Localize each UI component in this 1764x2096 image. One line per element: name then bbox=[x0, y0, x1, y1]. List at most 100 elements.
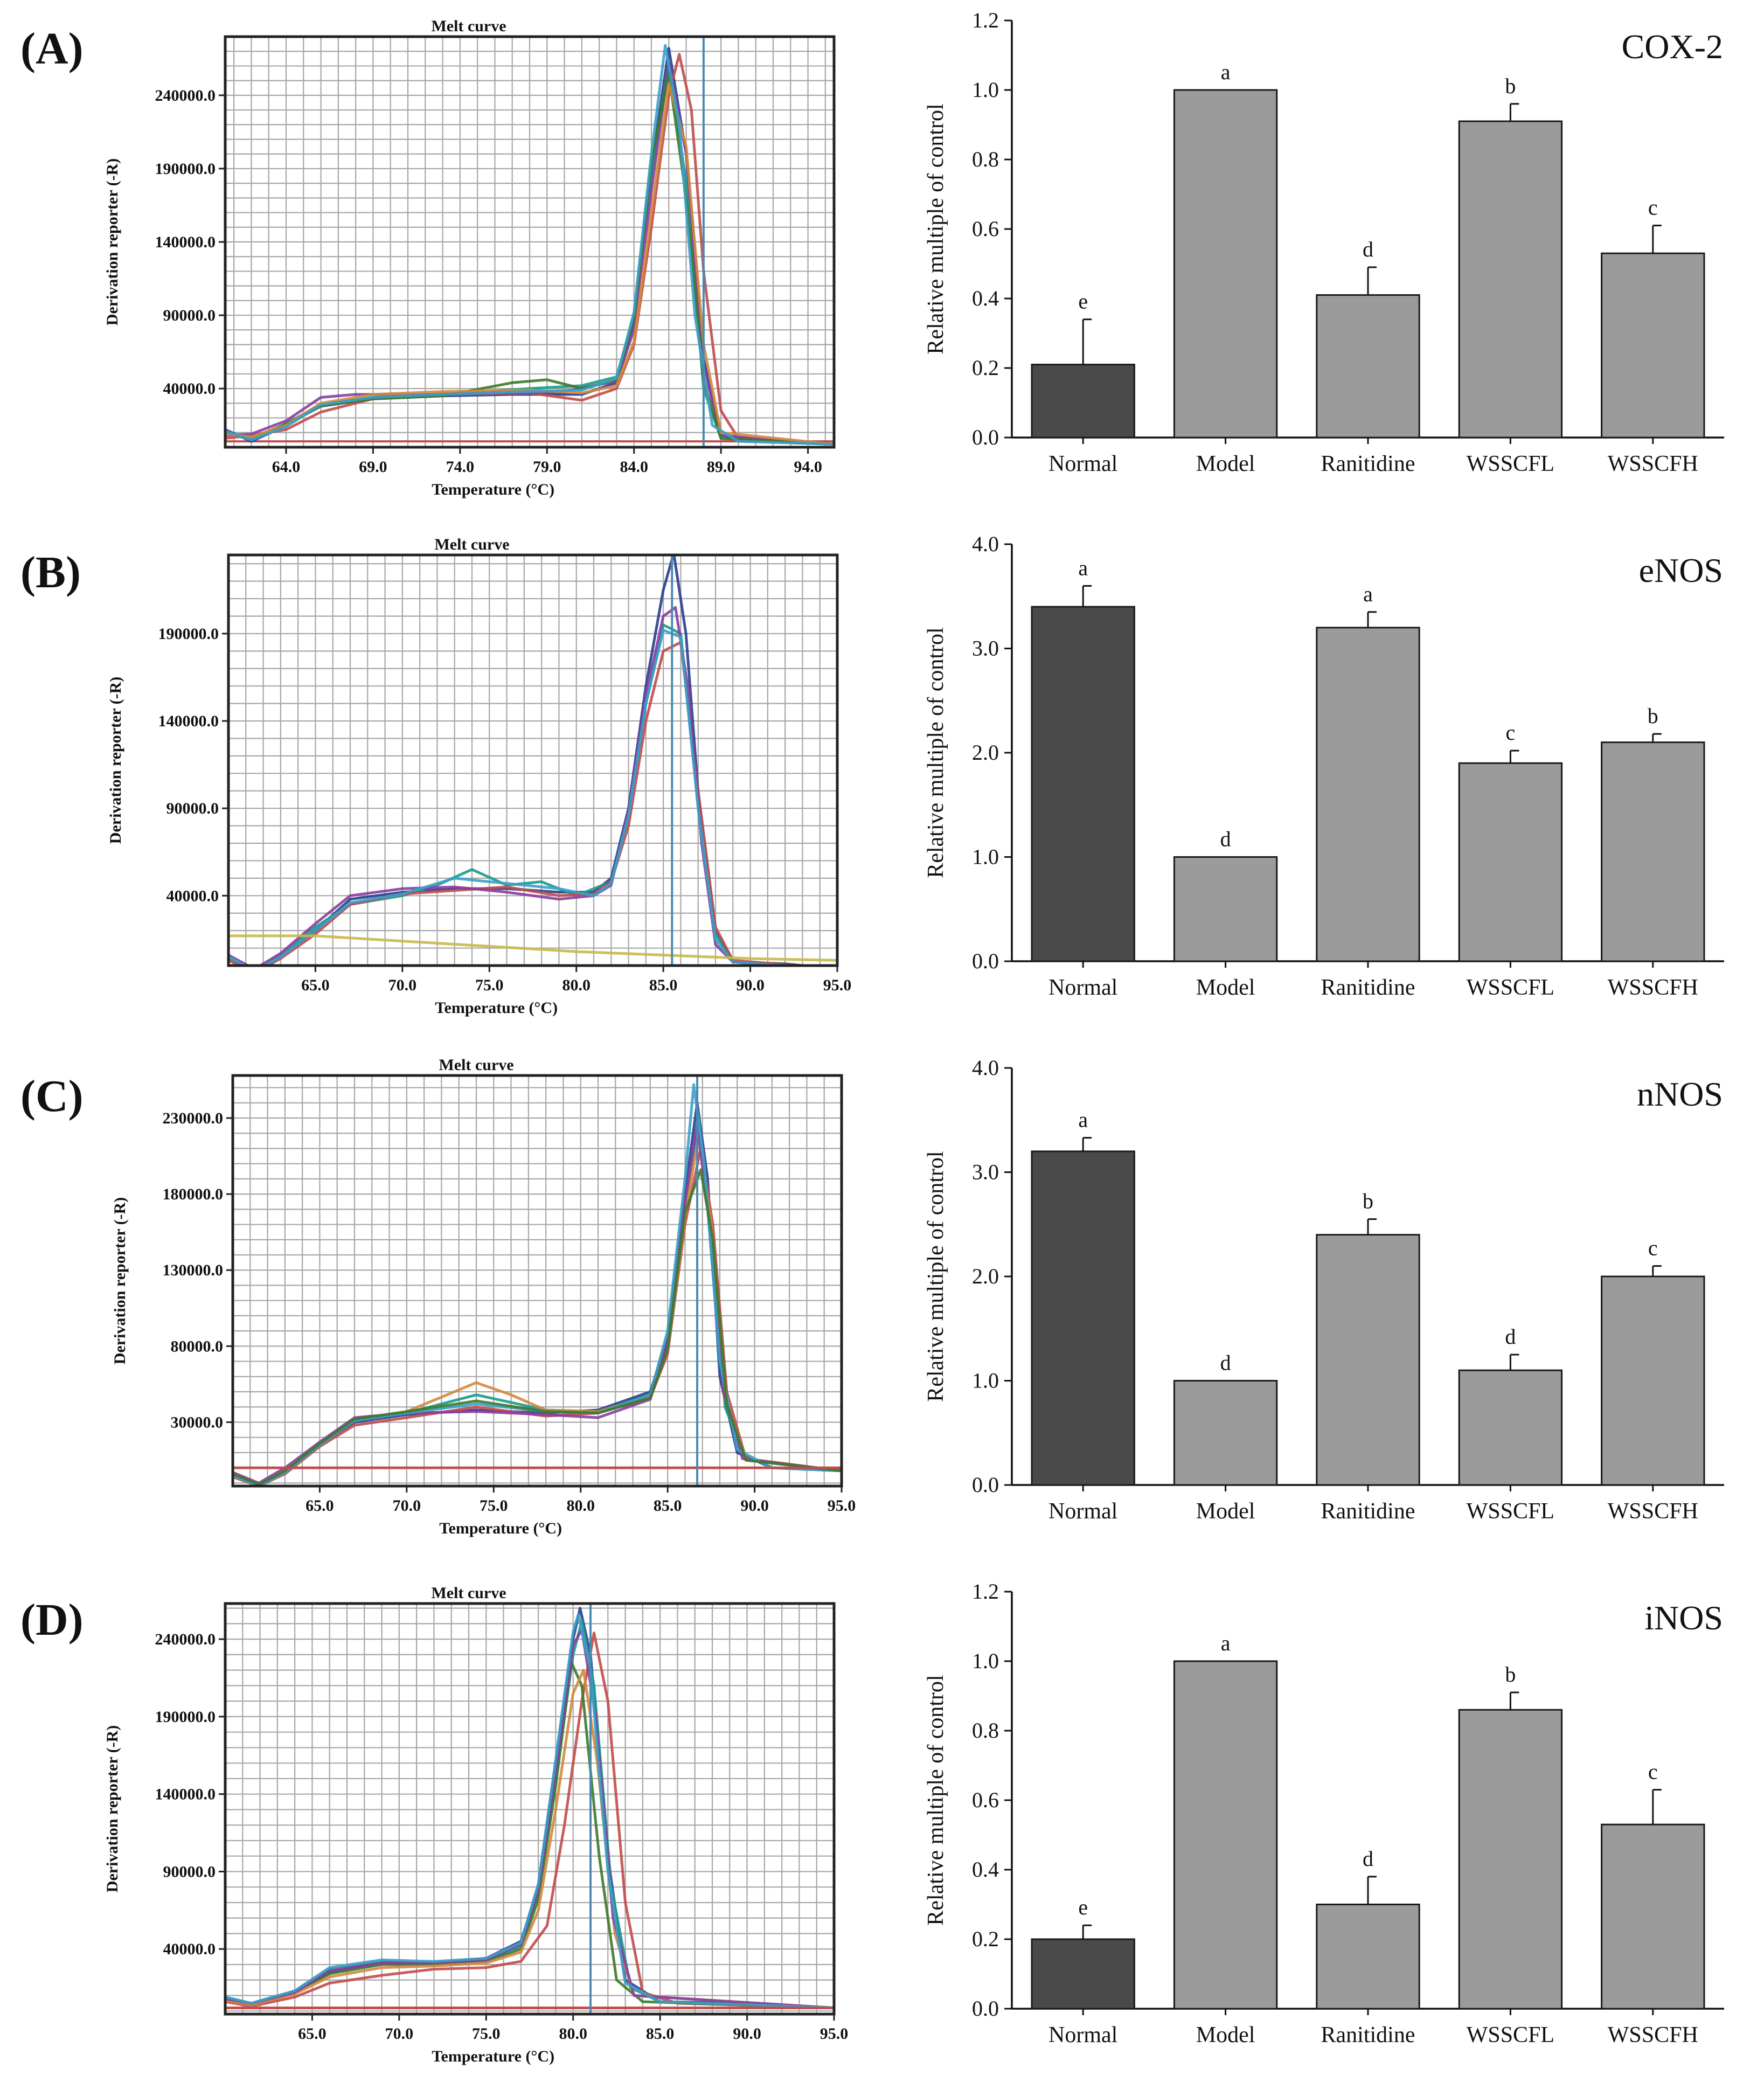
category-label: Ranitidine bbox=[1321, 2023, 1415, 2048]
significance-letter: b bbox=[1648, 704, 1658, 728]
bar-ranitidine bbox=[1316, 1904, 1420, 2010]
x-tick-label: 85.0 bbox=[646, 2025, 675, 2043]
plot-frame bbox=[227, 553, 839, 967]
category-label: WSSCFH bbox=[1608, 1499, 1698, 1524]
y-tick-label: 80000.0 bbox=[171, 1337, 224, 1355]
bar-ranitidine bbox=[1316, 627, 1420, 962]
melt-curve-chart: Melt curve 30000.0 80000.0 130000.0 180000.0… bbox=[111, 1056, 856, 1537]
grid-lines bbox=[224, 1604, 835, 2014]
y-tick-label: 140000.0 bbox=[155, 233, 216, 251]
significance-letter: e bbox=[1078, 1895, 1088, 1919]
y-tick-label: 90000.0 bbox=[163, 1863, 216, 1880]
bar-y-tick-label: 1.0 bbox=[972, 1369, 999, 1393]
category-label: Model bbox=[1196, 975, 1255, 1000]
y-tick-label: 240000.0 bbox=[155, 87, 216, 105]
category-label: WSSCFH bbox=[1608, 452, 1698, 476]
bar-y-tick-label: 0.6 bbox=[972, 217, 999, 241]
bar-y-axis-label: Relative multiple of control bbox=[923, 1675, 948, 1925]
bar-y-axis-label: Relative multiple of control bbox=[923, 103, 948, 354]
melt-title: Melt curve bbox=[439, 1056, 513, 1074]
x-axis-label: Temperature (°C) bbox=[435, 999, 558, 1017]
x-tick-label: 65.0 bbox=[305, 1497, 334, 1515]
y-tick-label: 190000.0 bbox=[158, 625, 219, 643]
y-tick-label: 40000.0 bbox=[166, 887, 219, 905]
y-tick-label: 130000.0 bbox=[163, 1261, 224, 1279]
bar-y-tick-label: 0.4 bbox=[972, 1857, 999, 1882]
y-tick-label: 240000.0 bbox=[155, 1630, 216, 1648]
bar-wsscfh bbox=[1601, 1823, 1705, 2010]
melt-title: Melt curve bbox=[431, 17, 506, 35]
x-tick-label: 64.0 bbox=[272, 458, 301, 476]
bar-y-tick-label: 2.0 bbox=[972, 740, 999, 765]
panel-d: (D) Melt curve 40000.0 90000.0 140000.0 19000… bbox=[20, 1579, 1724, 2065]
x-tick-label: 75.0 bbox=[475, 976, 504, 994]
y-tick-label: 140000.0 bbox=[155, 1786, 216, 1803]
panel-label: (C) bbox=[20, 1071, 84, 1121]
curves bbox=[225, 1604, 834, 2014]
gene-label: COX-2 bbox=[1622, 27, 1723, 66]
x-axis-label: Temperature (°C) bbox=[439, 1519, 562, 1537]
bar-y-tick-label: 0.4 bbox=[972, 286, 999, 310]
category-label: WSSCFL bbox=[1467, 1499, 1554, 1524]
x-tick-label: 90.0 bbox=[736, 976, 765, 994]
x-tick-label: 80.0 bbox=[566, 1497, 595, 1515]
category-label: WSSCFL bbox=[1467, 2023, 1554, 2048]
melt-series-7 bbox=[225, 1613, 834, 2009]
x-tick-label: 74.0 bbox=[446, 458, 475, 476]
bar-y-tick-label: 1.2 bbox=[972, 1579, 999, 1604]
plot-area bbox=[225, 1604, 834, 2014]
x-tick-label: 95.0 bbox=[823, 976, 852, 994]
y-axis-label: Derivation reporter (-R) bbox=[107, 677, 124, 844]
bar-model bbox=[1173, 856, 1278, 962]
bar-y-tick-label: 0.0 bbox=[972, 425, 999, 449]
x-tick-label: 95.0 bbox=[828, 1497, 856, 1515]
x-axis-label: Temperature (°C) bbox=[432, 2048, 554, 2065]
y-tick-label: 180000.0 bbox=[163, 1185, 224, 1203]
bar-wsscfh bbox=[1601, 741, 1705, 962]
panel-b: (B) Melt curve 40000.0 90000.0 140000.0 19000… bbox=[20, 532, 1724, 1017]
y-tick-label: 140000.0 bbox=[158, 712, 219, 730]
bar-ranitidine bbox=[1316, 1234, 1420, 1486]
y-tick-label: 40000.0 bbox=[163, 380, 216, 398]
bar-wsscfl bbox=[1458, 762, 1563, 962]
plot-area bbox=[228, 555, 837, 966]
bar-y-tick-label: 1.2 bbox=[972, 8, 999, 32]
panel-label: (A) bbox=[20, 24, 84, 74]
y-tick-label: 90000.0 bbox=[163, 307, 216, 324]
x-tick-label: 84.0 bbox=[620, 458, 648, 476]
category-label: Ranitidine bbox=[1321, 1499, 1415, 1524]
x-tick-label: 70.0 bbox=[388, 976, 417, 994]
category-label: Normal bbox=[1048, 1499, 1117, 1524]
bar-ranitidine bbox=[1316, 294, 1420, 439]
category-label: Ranitidine bbox=[1321, 452, 1415, 476]
category-label: WSSCFH bbox=[1608, 2023, 1698, 2048]
melt-series-5 bbox=[228, 628, 805, 966]
bar-y-tick-label: 1.0 bbox=[972, 78, 999, 102]
x-tick-label: 90.0 bbox=[733, 2025, 761, 2043]
category-label: Normal bbox=[1048, 975, 1117, 1000]
gene-label: nNOS bbox=[1637, 1075, 1723, 1113]
melt-curve-chart: Melt curve 40000.0 90000.0 140000.0 190000.0… bbox=[103, 1584, 848, 2065]
category-label: Normal bbox=[1048, 452, 1117, 476]
bar-normal bbox=[1031, 1938, 1135, 2010]
category-label: WSSCFL bbox=[1467, 452, 1554, 476]
y-axis-label: Derivation reporter (-R) bbox=[103, 1725, 121, 1892]
x-tick-label: 79.0 bbox=[533, 458, 561, 476]
plot-area bbox=[233, 1075, 842, 1486]
melt-curve-chart: Melt curve 40000.0 90000.0 140000.0 190000.0… bbox=[107, 536, 851, 1017]
x-tick-label: 70.0 bbox=[385, 2025, 414, 2043]
bar-wsscfh bbox=[1601, 252, 1705, 439]
bar-y-tick-label: 0.0 bbox=[972, 1473, 999, 1497]
x-tick-label: 95.0 bbox=[820, 2025, 849, 2043]
bar-y-tick-label: 0.2 bbox=[972, 356, 999, 380]
bar-wsscfh bbox=[1601, 1275, 1705, 1486]
bar-y-tick-label: 1.0 bbox=[972, 1649, 999, 1673]
y-tick-label: 30000.0 bbox=[171, 1413, 224, 1431]
plot-frame bbox=[231, 1074, 843, 1488]
significance-letter: d bbox=[1363, 1847, 1373, 1871]
significance-letter: d bbox=[1220, 1351, 1231, 1375]
bar-y-tick-label: 0.0 bbox=[972, 949, 999, 973]
curves bbox=[225, 37, 834, 447]
bar-model bbox=[1173, 89, 1278, 439]
significance-letter: d bbox=[1363, 237, 1373, 261]
